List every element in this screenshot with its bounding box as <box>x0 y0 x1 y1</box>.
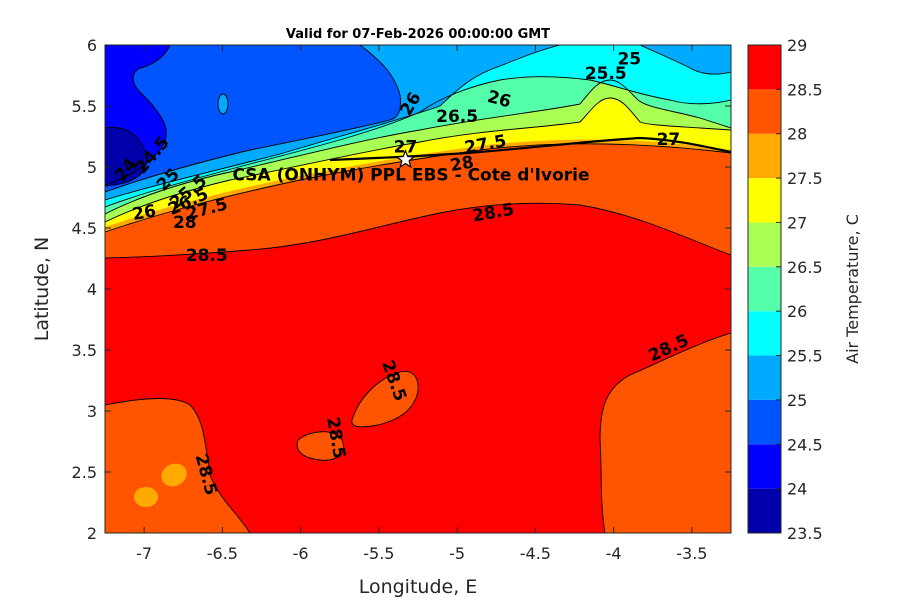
x-tick-label: -3.5 <box>676 544 707 563</box>
contour-label: 26 <box>131 201 158 225</box>
colorbar-swatch <box>748 45 781 90</box>
y-axis-ticks: 2 2.5 3 3.5 4 4.5 5 5.5 6 <box>72 36 731 543</box>
y-tick-label: 5.5 <box>72 97 97 116</box>
contour-label: 25 <box>617 49 641 69</box>
colorbar-swatch <box>748 133 781 179</box>
colorbar-swatch <box>748 222 781 267</box>
colorbar-swatch <box>748 444 781 489</box>
colorbar-swatch <box>748 89 781 134</box>
x-axis-ticks: -7 -6.5 -6 -5.5 -5 -4.5 -4 -3.5 <box>136 45 707 563</box>
colorbar-tick-label: 24 <box>787 480 807 499</box>
colorbar-tick-label: 25 <box>787 391 807 410</box>
colorbar-tick-label: 29 <box>787 36 807 55</box>
y-tick-label: 4.5 <box>72 219 97 238</box>
colorbar-swatch <box>748 311 781 356</box>
band-25-25.5-top-right <box>640 45 731 75</box>
x-tick-label: -7 <box>136 544 152 563</box>
colorbar-tick-label: 27 <box>787 213 807 232</box>
y-tick-label: 6 <box>87 36 97 55</box>
site-star-icon <box>395 149 416 169</box>
x-tick-label: -5 <box>449 544 465 563</box>
band-25-25.5-lens <box>218 94 228 114</box>
contour-label: 27 <box>657 130 681 150</box>
x-tick-label: -6.5 <box>207 544 238 563</box>
colorbar-swatch <box>748 266 781 312</box>
band-27.5-28-island-sw2 <box>161 463 187 487</box>
colorbar-tick-label: 26.5 <box>787 258 823 277</box>
x-tick-label: -4.5 <box>520 544 551 563</box>
colorbar-swatch <box>748 488 781 533</box>
band-27.5-28-island-sw1 <box>134 487 158 507</box>
colorbar-tick-label: 28 <box>787 125 807 144</box>
colorbar-tick-label: 28.5 <box>787 80 823 99</box>
contour-label: 28.5 <box>186 246 228 266</box>
site-marker <box>395 149 416 169</box>
colorbar-tick-label: 27.5 <box>787 169 823 188</box>
band-28-28.5-southeast <box>600 333 731 533</box>
contour-label: 28 <box>449 152 476 176</box>
y-tick-label: 5 <box>87 158 97 177</box>
contour-label: 25.5 <box>585 64 627 84</box>
contour-label: 26.5 <box>436 107 478 127</box>
band-24.5-25 <box>105 45 401 192</box>
x-axis-label: Longitude, E <box>359 576 478 598</box>
colorbar-swatch <box>748 178 781 223</box>
y-tick-label: 4 <box>87 280 97 299</box>
colorbar-tick-label: 23.5 <box>787 524 823 543</box>
x-tick-label: -4 <box>606 544 622 563</box>
contour-label: 27 <box>394 137 418 157</box>
colorbar-tick-label: 25.5 <box>787 347 823 366</box>
contour-lines <box>105 45 731 533</box>
y-tick-label: 2.5 <box>72 463 97 482</box>
y-tick-label: 2 <box>87 524 97 543</box>
x-tick-label: -6 <box>293 544 309 563</box>
colorbar: 23.5 24 24.5 25 25.5 26 26.5 27 27.5 28 28.5 29 <box>747 36 823 543</box>
colorbar-swatch <box>748 399 781 445</box>
contour-label: 28 <box>173 213 197 233</box>
site-label: CSA (ONHYM) PPL EBS - Cote d'Ivorie <box>232 166 589 186</box>
y-tick-label: 3.5 <box>72 341 97 360</box>
colorbar-swatch <box>748 355 781 400</box>
chart-title: Valid for 07-Feb-2026 00:00:00 GMT <box>286 27 550 42</box>
colorbar-label: Air Temperature, C <box>843 214 862 364</box>
band-23.5-24 <box>105 127 147 186</box>
band-28-28.5-island-west <box>297 431 344 461</box>
colorbar-tick-label: 24.5 <box>787 435 823 454</box>
band-28-28.5-island-east <box>351 371 419 427</box>
y-tick-label: 3 <box>87 402 97 421</box>
y-axis-label: Latitude, N <box>31 237 53 342</box>
colorbar-frame <box>747 44 782 534</box>
x-tick-label: -5.5 <box>363 544 394 563</box>
colorbar-tick-label: 26 <box>787 302 807 321</box>
